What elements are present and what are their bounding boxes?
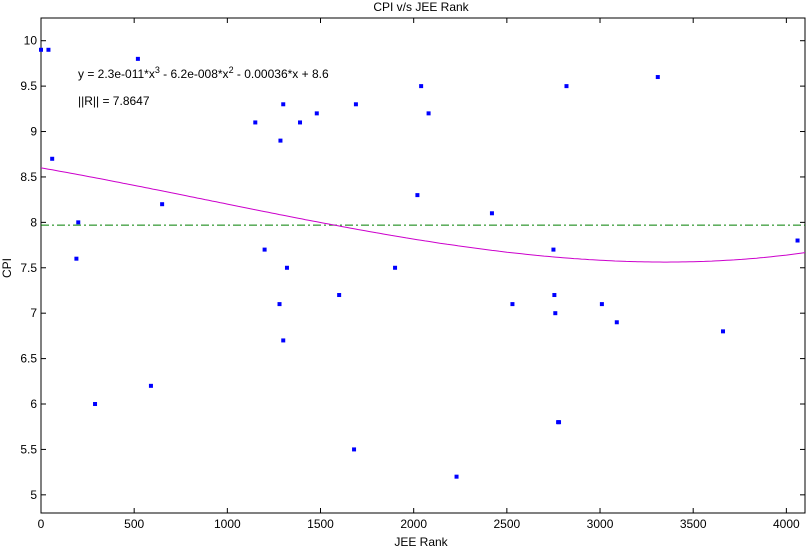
x-tick-label: 3000	[587, 517, 614, 531]
data-point	[454, 474, 459, 479]
chart-title: CPI v/s JEE Rank	[373, 0, 469, 14]
data-point	[337, 293, 342, 298]
y-tick-label: 5.5	[20, 442, 37, 456]
y-tick-label: 5	[30, 488, 37, 502]
plot-area: 0 500 1000 1500 2000 2500 3000 3500 4000 5 5.5 6 6.5…	[20, 17, 806, 531]
data-point	[253, 120, 258, 125]
data-point	[50, 156, 55, 161]
data-point	[393, 265, 398, 270]
data-point	[552, 293, 557, 298]
y-tick-label: 8	[30, 215, 37, 229]
y-tick-label: 8.5	[20, 170, 37, 184]
data-point	[419, 84, 424, 89]
data-point	[284, 265, 289, 270]
data-point	[795, 238, 800, 243]
data-point	[148, 383, 153, 388]
y-tick-label: 10	[24, 34, 38, 48]
data-point	[564, 84, 569, 89]
plot-frame	[40, 17, 806, 514]
data-point	[93, 402, 98, 407]
x-tick-label: 1500	[307, 517, 334, 531]
fit-curve	[40, 167, 806, 263]
data-point	[352, 447, 357, 452]
data-point	[277, 302, 282, 307]
fit-norm-residual: ||R|| = 7.8647	[78, 94, 150, 108]
data-point	[135, 56, 140, 61]
data-point	[76, 220, 81, 225]
data-point	[415, 193, 420, 198]
data-point	[262, 247, 267, 252]
data-point	[426, 111, 431, 116]
data-point	[510, 302, 515, 307]
x-tick-label: 2000	[400, 517, 427, 531]
data-point	[551, 247, 556, 252]
x-tick-label: 1000	[214, 517, 241, 531]
data-point	[353, 102, 358, 107]
y-tick-label: 6.5	[20, 352, 37, 366]
x-tick-label: 3500	[680, 517, 707, 531]
data-point	[160, 202, 165, 207]
data-point	[39, 47, 43, 52]
data-point	[74, 256, 79, 261]
y-tick-label: 7	[30, 306, 37, 320]
y-tick-label: 9	[30, 125, 37, 139]
data-point	[278, 138, 283, 143]
x-tick-label: 0	[38, 517, 45, 531]
y-tick-label: 9.5	[20, 79, 37, 93]
data-point	[553, 311, 558, 316]
x-tick-label: 4000	[773, 517, 800, 531]
data-point	[721, 329, 726, 334]
data-point	[46, 47, 51, 52]
data-point	[314, 111, 319, 116]
data-point	[489, 211, 494, 216]
y-tick-label: 7.5	[20, 261, 37, 275]
data-point	[298, 120, 303, 125]
y-axis-label: CPI	[0, 258, 14, 278]
data-point	[557, 420, 562, 425]
data-point	[281, 338, 286, 343]
x-tick-label: 2500	[494, 517, 521, 531]
data-point	[614, 320, 619, 325]
data-point	[281, 102, 286, 107]
data-point	[655, 75, 660, 80]
fit-equation: y = 2.3e-011*x3 - 6.2e-008*x2 - 0.00036*…	[78, 65, 329, 81]
x-axis-label: JEE Rank	[394, 535, 448, 547]
y-tick-label: 6	[30, 397, 37, 411]
data-point	[599, 302, 604, 307]
x-tick-label: 500	[124, 517, 144, 531]
